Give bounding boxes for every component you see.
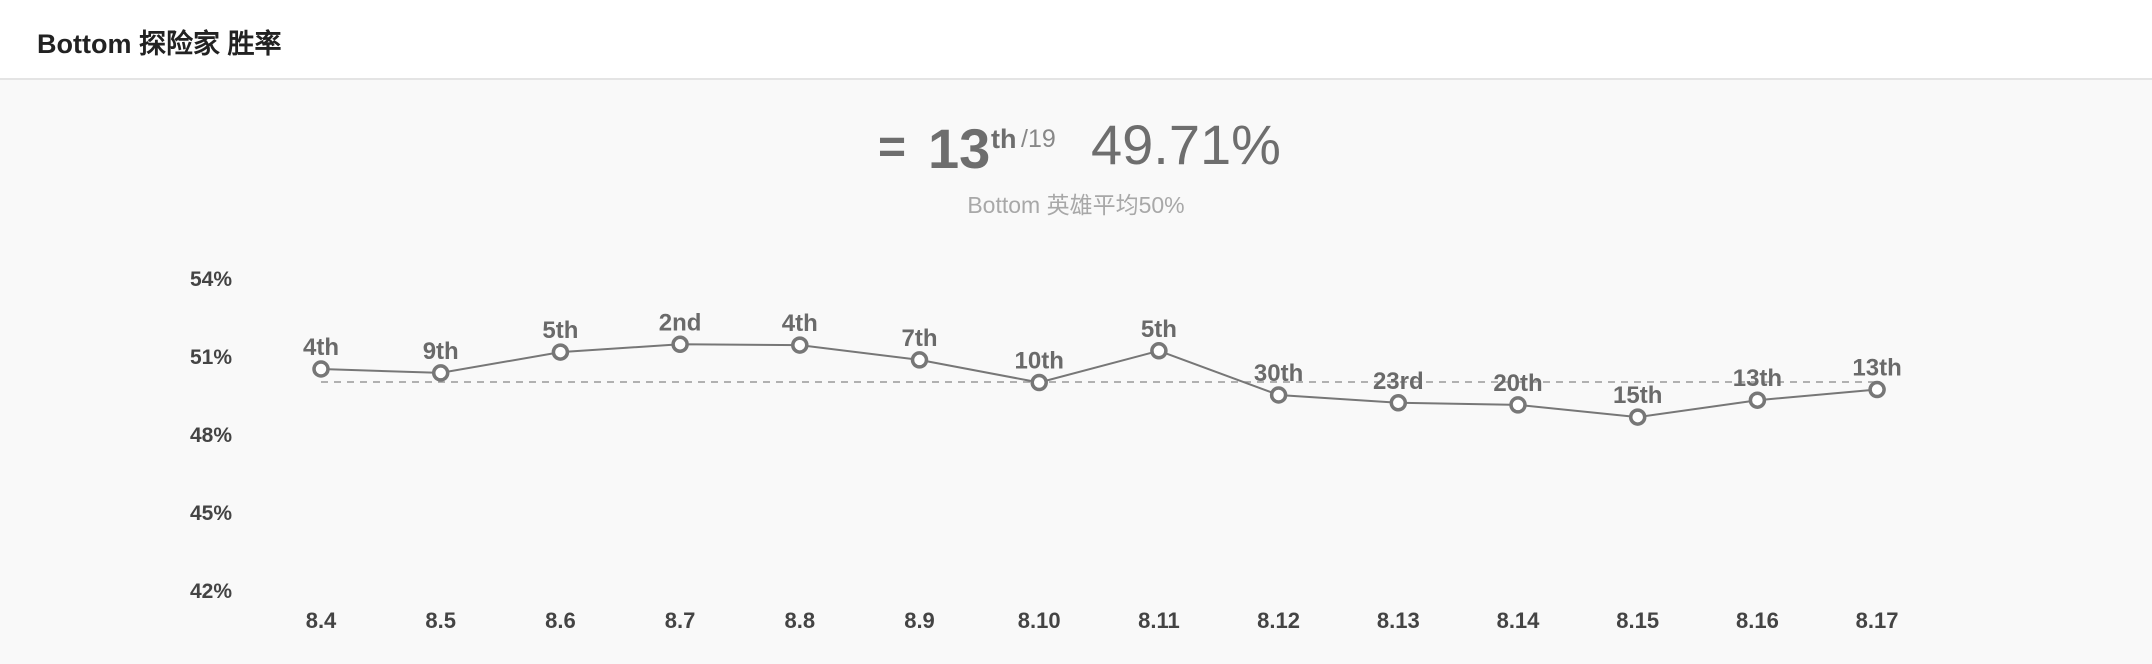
y-tick-label: 51% (190, 346, 232, 369)
data-point-rank-label: 20th (1493, 370, 1542, 397)
data-point-rank-label: 2nd (659, 309, 702, 336)
x-tick-label: 8.10 (1018, 608, 1061, 633)
data-point-rank-label: 23rd (1373, 368, 1424, 395)
summary: = 13 th /19 49.71% (0, 112, 2152, 182)
rank-value: 13 (928, 117, 991, 180)
x-tick-label: 8.17 (1856, 608, 1899, 633)
win-rate-value: 49.71% (1091, 113, 1281, 176)
data-point[interactable] (1628, 408, 1647, 426)
rank-total: /19 (1021, 125, 1056, 153)
data-point[interactable] (1389, 394, 1408, 412)
x-tick-label: 8.8 (785, 608, 816, 633)
trend-symbol: = (878, 121, 907, 174)
x-tick-label: 8.16 (1736, 608, 1779, 633)
data-point[interactable] (1748, 391, 1767, 409)
series-line-group (320, 343, 1878, 419)
header: Bottom 探险家 胜率 (0, 0, 2152, 80)
x-tick-label: 8.15 (1616, 608, 1659, 633)
data-point[interactable] (551, 343, 570, 361)
data-point-rank-label: 30th (1254, 360, 1303, 387)
data-point-rank-label: 9th (423, 338, 459, 365)
x-tick-label: 8.11 (1138, 608, 1180, 633)
data-point[interactable] (910, 351, 929, 369)
x-tick-label: 8.7 (665, 608, 696, 633)
data-point-rank-label: 13th (1733, 365, 1782, 392)
data-point-rank-label: 5th (1141, 316, 1177, 343)
data-point-rank-label: 7th (902, 325, 938, 352)
y-tick-label: 45% (190, 502, 232, 525)
x-tick-label: 8.9 (904, 608, 935, 633)
data-point-rank-label: 13th (1852, 355, 1901, 382)
data-point-labels: 4th 9th 5th 2nd 4th 7th 10th 5th 30th 23rd 20th 15t… (303, 309, 1902, 409)
data-point[interactable] (1269, 386, 1288, 404)
data-point-rank-label: 5th (542, 317, 578, 344)
data-point[interactable] (791, 336, 809, 354)
data-point[interactable] (671, 335, 689, 354)
x-tick-label: 8.4 (306, 608, 337, 633)
data-point-rank-label: 15th (1613, 382, 1662, 409)
data-point[interactable] (1868, 380, 1886, 399)
data-point-rank-label: 4th (782, 310, 818, 337)
y-tick-label: 54% (190, 268, 232, 291)
data-points (312, 335, 1886, 426)
page-title: Bottom 探险家 胜率 (37, 29, 282, 59)
x-tick-label: 8.13 (1377, 608, 1420, 633)
y-axis-ticks: 54% 51% 48% 45% 42% (190, 268, 232, 603)
x-tick-label: 8.5 (425, 608, 456, 633)
subtitle: Bottom 英雄平均50% (967, 192, 1185, 218)
y-tick-label: 48% (190, 424, 232, 447)
x-axis-ticks: 8.4 8.5 8.6 8.7 8.8 8.9 8.10 8.11 8.12 8.13 8.14 8.… (306, 608, 1899, 633)
data-point[interactable] (1030, 373, 1048, 392)
data-point[interactable] (1509, 396, 1527, 414)
x-tick-label: 8.6 (545, 608, 576, 633)
data-point-rank-label: 10th (1015, 348, 1064, 375)
data-point-rank-label: 4th (303, 334, 339, 361)
data-point[interactable] (1150, 342, 1168, 360)
series-line (320, 343, 1878, 419)
y-tick-label: 42% (190, 580, 232, 603)
x-tick-label: 8.12 (1257, 608, 1300, 633)
rank-suffix: th (991, 124, 1017, 154)
data-point[interactable] (312, 360, 330, 378)
data-point[interactable] (431, 364, 450, 382)
x-tick-label: 8.14 (1497, 608, 1541, 633)
